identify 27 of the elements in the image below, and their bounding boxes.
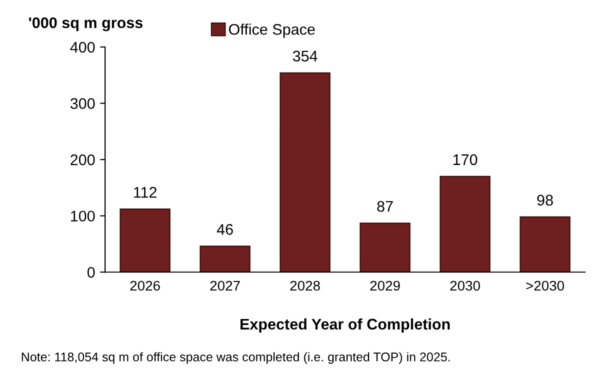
y-tick-label: 0 (87, 266, 95, 278)
x-tick-label: 2026 (130, 280, 160, 291)
data-label: 87 (377, 200, 393, 212)
data-label: 354 (292, 50, 318, 62)
data-label: 112 (134, 186, 156, 198)
y-tick-label: 200 (70, 154, 95, 166)
bar (360, 222, 410, 272)
x-tick-label: >2030 (526, 280, 564, 291)
y-tick-label: 400 (70, 42, 95, 53)
y-axis-title: '000 sq m gross (29, 17, 143, 32)
x-tick-label: 2029 (370, 280, 400, 291)
bar (520, 216, 570, 272)
y-tick-label: 100 (71, 210, 95, 222)
bar (440, 176, 490, 272)
x-tick-label: 2030 (450, 280, 480, 291)
x-tick-label: 2028 (290, 280, 320, 291)
legend-label: Office Space (228, 24, 315, 38)
data-label: 98 (537, 194, 553, 206)
data-label: 170 (453, 154, 478, 166)
bar (120, 208, 170, 272)
bar (200, 246, 250, 272)
text: Note: 118,054 sq m of office space was completed (i.e. granted TOP) in 2025. (22, 352, 450, 364)
data-label: 46 (216, 224, 233, 235)
y-tick-label: 300 (70, 98, 95, 109)
x-axis-title: Expected Year of Completion (240, 318, 450, 333)
x-tick-label: 2027 (210, 280, 240, 291)
bar (280, 72, 330, 272)
